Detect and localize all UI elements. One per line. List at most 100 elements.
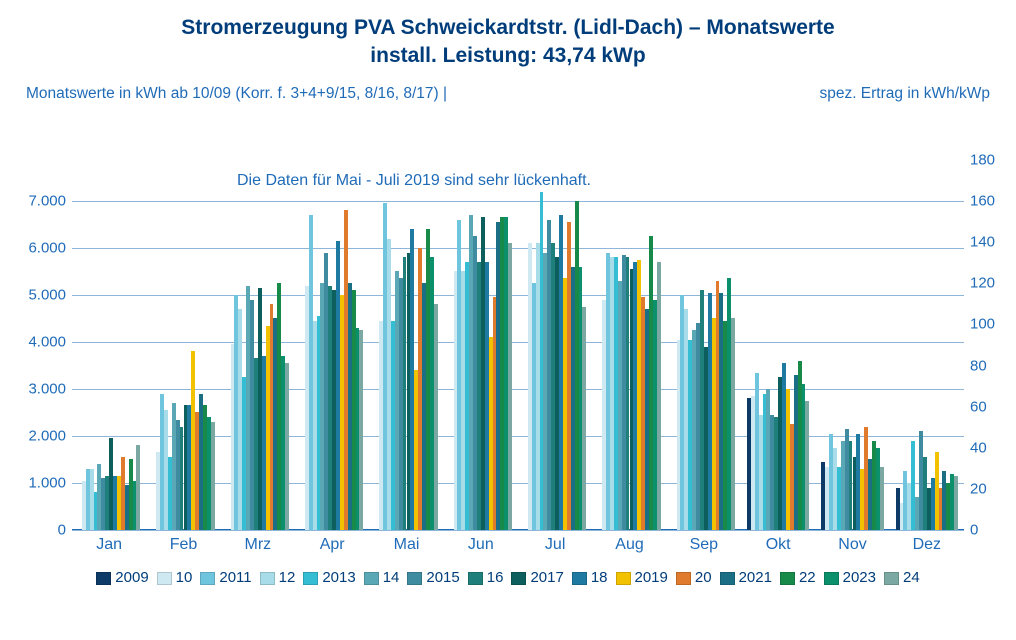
legend-swatch — [676, 572, 691, 585]
x-tick-label: Sep — [690, 536, 718, 554]
legend-label: 18 — [591, 566, 608, 590]
legend-swatch — [303, 572, 318, 585]
legend-swatch — [364, 572, 379, 585]
y-right-tick-label: 60 — [970, 398, 987, 415]
legend-swatch — [572, 572, 587, 585]
title-line-2: install. Leistung: 43,74 kWp — [370, 44, 645, 67]
legend-item: 2021 — [720, 566, 772, 590]
y-left-tick-label: 0 — [58, 522, 66, 539]
legend-swatch — [96, 572, 111, 585]
bar — [805, 401, 809, 530]
y-left-tick-label: 2.000 — [28, 427, 66, 444]
legend-item: 2009 — [96, 566, 148, 590]
y-right-tick-label: 20 — [970, 480, 987, 497]
y-right-tick-label: 80 — [970, 357, 987, 374]
y-left-tick-label: 5.000 — [28, 286, 66, 303]
legend-label: 2013 — [322, 566, 355, 590]
legend-label: 2021 — [739, 566, 772, 590]
legend-swatch — [157, 572, 172, 585]
legend-label: 16 — [487, 566, 504, 590]
y-right-tick-label: 40 — [970, 439, 987, 456]
legend-swatch — [200, 572, 215, 585]
legend-item: 2015 — [407, 566, 459, 590]
legend-item: 18 — [572, 566, 608, 590]
y-right-tick-label: 100 — [970, 316, 995, 333]
legend-item: 2013 — [303, 566, 355, 590]
legend-swatch — [884, 572, 899, 585]
bar — [954, 476, 958, 530]
legend-label: 14 — [383, 566, 400, 590]
x-tick-label: Mai — [394, 536, 420, 554]
chart-title: Stromerzeugung PVA Schweickardtstr. (Lid… — [0, 0, 1016, 71]
x-tick-label: Jun — [468, 536, 494, 554]
subtitle-row: Monatswerte in kWh ab 10/09 (Korr. f. 3+… — [0, 71, 1016, 103]
legend-item: 10 — [157, 566, 193, 590]
legend: 2009 10 2011 12 2013 14 2015 16 2017 18 2019 20 2021… — [0, 566, 1016, 593]
bar — [434, 304, 438, 530]
y-right-tick-label: 180 — [970, 152, 995, 169]
legend-item: 20 — [676, 566, 712, 590]
gridline — [72, 530, 964, 531]
y-left-tick-label: 7.000 — [28, 192, 66, 209]
chart-plot-area: 01.0002.0003.0004.0005.0006.0007.0000204… — [72, 160, 964, 530]
legend-label: 2015 — [426, 566, 459, 590]
bar — [657, 262, 661, 530]
x-tick-label: Jul — [545, 536, 565, 554]
x-tick-label: Nov — [838, 536, 866, 554]
legend-item: 14 — [364, 566, 400, 590]
legend-swatch — [511, 572, 526, 585]
x-tick-label: Apr — [320, 536, 345, 554]
legend-item: 24 — [884, 566, 920, 590]
legend-swatch — [720, 572, 735, 585]
title-line-1: Stromerzeugung PVA Schweickardtstr. (Lid… — [181, 16, 834, 39]
legend-swatch — [780, 572, 795, 585]
legend-item: 2017 — [511, 566, 563, 590]
plot: 01.0002.0003.0004.0005.0006.0007.0000204… — [72, 160, 964, 530]
y-right-tick-label: 0 — [970, 522, 978, 539]
y-left-tick-label: 6.000 — [28, 239, 66, 256]
x-tick-label: Mrz — [245, 536, 272, 554]
x-tick-label: Aug — [615, 536, 643, 554]
legend-label: 20 — [695, 566, 712, 590]
legend-label: 22 — [799, 566, 816, 590]
subtitle-right: spez. Ertrag in kWh/kWp — [819, 85, 990, 103]
legend-swatch — [616, 572, 631, 585]
legend-item: 2019 — [616, 566, 668, 590]
y-right-tick-label: 160 — [970, 193, 995, 210]
legend-swatch — [260, 572, 275, 585]
y-right-tick-label: 140 — [970, 234, 995, 251]
legend-item: 16 — [468, 566, 504, 590]
x-tick-label: Okt — [766, 536, 791, 554]
legend-swatch — [407, 572, 422, 585]
legend-label: 2011 — [219, 566, 251, 590]
bar — [731, 318, 735, 530]
y-left-tick-label: 3.000 — [28, 380, 66, 397]
legend-item: 2023 — [824, 566, 876, 590]
legend-swatch — [824, 572, 839, 585]
legend-label: 2023 — [843, 566, 876, 590]
bar — [880, 467, 884, 530]
x-tick-label: Feb — [170, 536, 198, 554]
bar — [136, 445, 140, 530]
legend-label: 2017 — [530, 566, 563, 590]
legend-label: 10 — [176, 566, 193, 590]
x-tick-label: Dez — [913, 536, 941, 554]
y-right-tick-label: 120 — [970, 275, 995, 292]
x-tick-label: Jan — [96, 536, 122, 554]
legend-label: 2019 — [635, 566, 668, 590]
legend-swatch — [468, 572, 483, 585]
bar — [285, 363, 289, 530]
bars-layer — [72, 160, 964, 530]
bar — [582, 307, 586, 530]
bar — [211, 422, 215, 530]
legend-item: 2011 — [200, 566, 251, 590]
legend-label: 2009 — [115, 566, 148, 590]
bar — [508, 243, 512, 530]
x-axis-labels: Jan Feb Mrz Apr Mai Jun Jul Aug Sep Okt Nov Dez — [72, 536, 964, 560]
legend-item: 12 — [260, 566, 296, 590]
legend-label: 12 — [279, 566, 296, 590]
legend-label: 24 — [903, 566, 920, 590]
bar — [359, 330, 363, 530]
y-left-tick-label: 1.000 — [28, 474, 66, 491]
legend-item: 22 — [780, 566, 816, 590]
